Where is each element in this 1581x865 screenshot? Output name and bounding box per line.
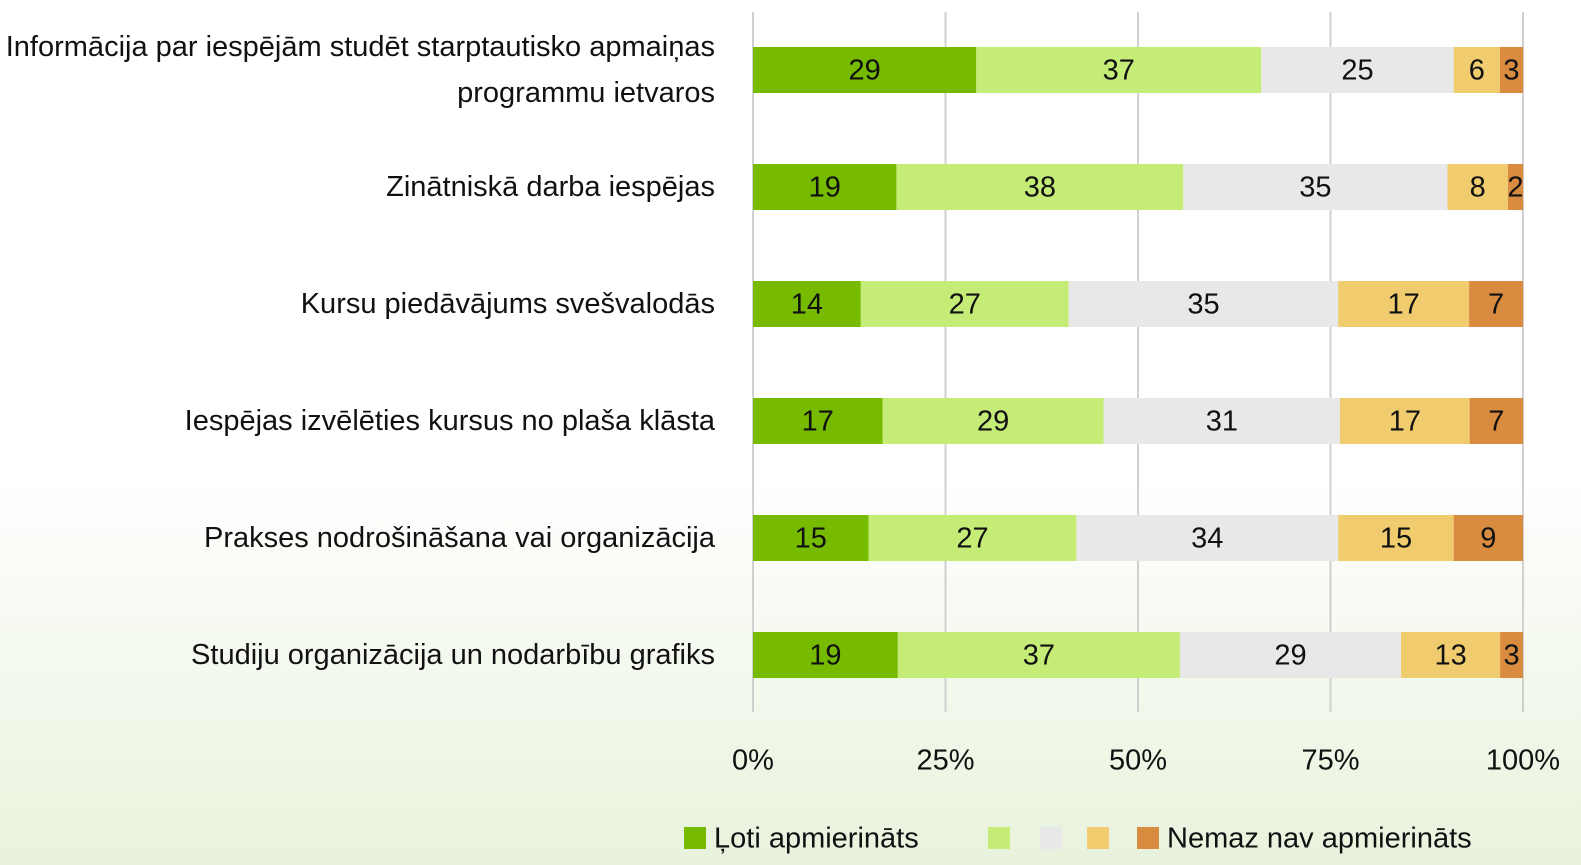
bar-segment [882, 398, 1104, 444]
bar-segment [1453, 515, 1523, 561]
bar-segment [868, 515, 1077, 561]
bar-segment [1499, 47, 1523, 93]
bar-segment [976, 47, 1262, 93]
bar-segment [896, 164, 1184, 210]
value-label: 14 [791, 289, 823, 321]
legend-label: Nemaz nav apmierināts [1167, 823, 1472, 855]
value-label: 19 [809, 172, 841, 204]
value-label: 17 [1389, 406, 1421, 438]
legend-swatch [1040, 827, 1062, 849]
value-label: 29 [1274, 640, 1306, 672]
bar-segment [1507, 164, 1523, 210]
value-label: 3 [1503, 640, 1519, 672]
legend-swatch [1137, 827, 1159, 849]
bar-segment [1447, 164, 1508, 210]
x-tick-label: 100% [1486, 745, 1560, 777]
value-label: 7 [1488, 289, 1504, 321]
bar-segment [1401, 632, 1501, 678]
value-label: 37 [1103, 55, 1135, 87]
value-label: 34 [1191, 523, 1223, 555]
bar-segment [1469, 281, 1523, 327]
bar-segment [1469, 398, 1523, 444]
x-tick-label: 75% [1301, 745, 1359, 777]
value-label: 15 [1380, 523, 1412, 555]
bar-segment [1261, 47, 1454, 93]
bar-segment [1179, 632, 1402, 678]
legend-swatch [988, 827, 1010, 849]
bar-segment [1103, 398, 1341, 444]
value-label: 29 [849, 55, 881, 87]
value-label: 35 [1299, 172, 1331, 204]
bar-segment [1338, 515, 1454, 561]
bar-segment [1500, 632, 1523, 678]
category-label: Zinātniskā darba iespējas [386, 171, 715, 203]
value-label: 17 [1388, 289, 1420, 321]
value-label: 27 [949, 289, 981, 321]
value-label: 6 [1469, 55, 1485, 87]
legend-label: Ļoti apmierināts [714, 823, 919, 855]
bar-segment [1183, 164, 1448, 210]
x-tick-label: 0% [732, 745, 774, 777]
value-label: 29 [977, 406, 1009, 438]
value-label: 38 [1024, 172, 1056, 204]
legend-swatch [684, 827, 706, 849]
bar-segment [753, 515, 869, 561]
bar-segment [1068, 281, 1339, 327]
legend-swatch [1087, 827, 1109, 849]
value-label: 17 [802, 406, 834, 438]
bar-segment [1340, 398, 1470, 444]
x-tick-label: 50% [1109, 745, 1167, 777]
value-label: 27 [956, 523, 988, 555]
value-label: 9 [1480, 523, 1496, 555]
category-label: Kursu piedāvājums svešvalodās [300, 288, 715, 320]
category-label: Iespējas izvēlēties kursus no plaša klās… [184, 405, 715, 437]
bar-segment [753, 398, 883, 444]
bar-segment [753, 632, 898, 678]
value-label: 25 [1341, 55, 1373, 87]
value-label: 3 [1503, 55, 1519, 87]
category-label: Informācija par iespējām studēt starptau… [5, 31, 715, 109]
bar-segment [860, 281, 1069, 327]
value-label: 2 [1507, 172, 1523, 204]
bar-segment [897, 632, 1180, 678]
value-label: 19 [809, 640, 841, 672]
value-label: 8 [1470, 172, 1486, 204]
bar-segment [1338, 281, 1470, 327]
bar-segment [1076, 515, 1339, 561]
value-label: 35 [1187, 289, 1219, 321]
value-label: 13 [1434, 640, 1466, 672]
bar-segment [753, 281, 861, 327]
bar-segment [1453, 47, 1500, 93]
value-label: 7 [1488, 406, 1504, 438]
x-tick-label: 25% [916, 745, 974, 777]
value-label: 15 [795, 523, 827, 555]
value-label: 37 [1023, 640, 1055, 672]
value-label: 31 [1206, 406, 1238, 438]
category-label: Prakses nodrošināšana vai organizācija [203, 522, 715, 554]
category-label: Studiju organizācija un nodarbību grafik… [191, 639, 715, 671]
bar-segment [753, 164, 897, 210]
bar-segment [753, 47, 977, 93]
